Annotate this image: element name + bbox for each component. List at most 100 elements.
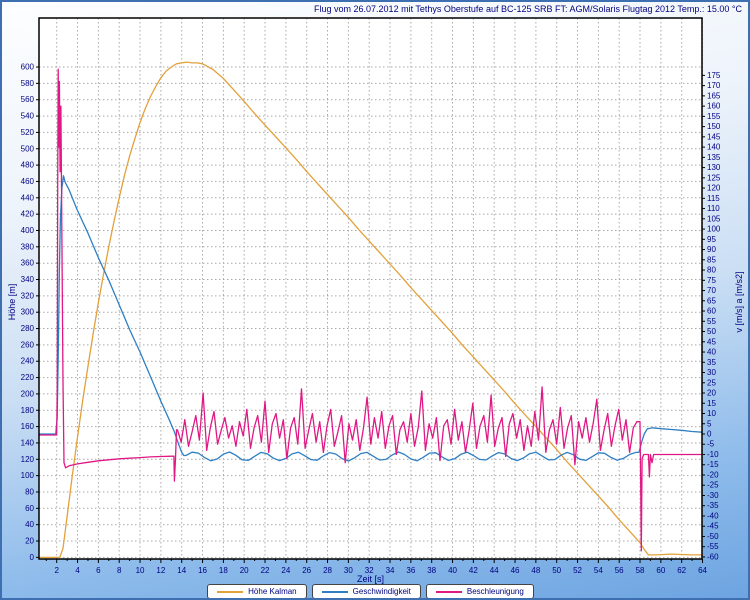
legend-swatch-geschwindigkeit bbox=[321, 590, 348, 593]
svg-text:8: 8 bbox=[117, 566, 122, 575]
svg-text:520: 520 bbox=[21, 128, 35, 137]
svg-text:10: 10 bbox=[707, 409, 716, 418]
plot-area bbox=[39, 18, 702, 559]
svg-text:0: 0 bbox=[707, 429, 712, 438]
svg-text:40: 40 bbox=[448, 566, 457, 575]
svg-text:400: 400 bbox=[21, 226, 35, 235]
svg-text:16: 16 bbox=[198, 566, 207, 575]
svg-text:300: 300 bbox=[21, 308, 35, 317]
svg-text:18: 18 bbox=[219, 566, 228, 575]
svg-text:145: 145 bbox=[707, 132, 721, 141]
svg-text:12: 12 bbox=[156, 566, 165, 575]
svg-text:30: 30 bbox=[707, 368, 716, 377]
svg-text:0: 0 bbox=[30, 553, 35, 562]
legend-item-label: Beschleunigung bbox=[466, 587, 524, 596]
svg-text:54: 54 bbox=[594, 566, 603, 575]
svg-text:-45: -45 bbox=[707, 522, 719, 531]
legend-swatch-beschleunigung bbox=[435, 590, 462, 593]
svg-text:105: 105 bbox=[707, 214, 721, 223]
svg-text:44: 44 bbox=[490, 566, 499, 575]
legend-swatch-hoehe bbox=[217, 590, 244, 593]
series-geschwindigkeit bbox=[39, 175, 702, 462]
svg-text:34: 34 bbox=[386, 566, 395, 575]
svg-text:90: 90 bbox=[707, 245, 716, 254]
svg-text:26: 26 bbox=[302, 566, 311, 575]
svg-text:20: 20 bbox=[25, 537, 34, 546]
svg-text:95: 95 bbox=[707, 235, 716, 244]
legend-item: Beschleunigung bbox=[425, 584, 534, 598]
svg-text:30: 30 bbox=[344, 566, 353, 575]
svg-text:60: 60 bbox=[707, 307, 716, 316]
svg-text:140: 140 bbox=[707, 143, 721, 152]
svg-text:120: 120 bbox=[707, 184, 721, 193]
svg-text:-10: -10 bbox=[707, 450, 719, 459]
svg-text:380: 380 bbox=[21, 242, 35, 251]
svg-text:20: 20 bbox=[240, 566, 249, 575]
svg-text:56: 56 bbox=[615, 566, 624, 575]
svg-text:170: 170 bbox=[707, 81, 721, 90]
svg-text:175: 175 bbox=[707, 71, 721, 80]
svg-text:125: 125 bbox=[707, 173, 721, 182]
legend-item-label: Höhe Kalman bbox=[248, 587, 297, 596]
svg-text:280: 280 bbox=[21, 324, 35, 333]
svg-text:340: 340 bbox=[21, 275, 35, 284]
svg-text:10: 10 bbox=[136, 566, 145, 575]
svg-text:-50: -50 bbox=[707, 532, 719, 541]
svg-text:-30: -30 bbox=[707, 491, 719, 500]
svg-text:480: 480 bbox=[21, 161, 35, 170]
svg-text:-25: -25 bbox=[707, 481, 719, 490]
svg-text:28: 28 bbox=[323, 566, 332, 575]
series-lines bbox=[39, 61, 702, 559]
svg-text:6: 6 bbox=[96, 566, 101, 575]
svg-text:14: 14 bbox=[177, 566, 186, 575]
svg-text:155: 155 bbox=[707, 112, 721, 121]
svg-text:75: 75 bbox=[707, 276, 716, 285]
svg-text:55: 55 bbox=[707, 317, 716, 326]
svg-text:45: 45 bbox=[707, 337, 716, 346]
svg-text:180: 180 bbox=[21, 406, 35, 415]
svg-text:25: 25 bbox=[707, 378, 716, 387]
chart-title: Flug vom 26.07.2012 mit Tethys Oberstufe… bbox=[314, 4, 742, 14]
svg-text:-40: -40 bbox=[707, 511, 719, 520]
series-beschleunigung bbox=[39, 68, 702, 552]
svg-text:60: 60 bbox=[656, 566, 665, 575]
svg-text:80: 80 bbox=[25, 487, 34, 496]
svg-text:60: 60 bbox=[25, 504, 34, 513]
svg-text:20: 20 bbox=[707, 389, 716, 398]
svg-text:22: 22 bbox=[261, 566, 270, 575]
svg-text:-20: -20 bbox=[707, 470, 719, 479]
svg-text:360: 360 bbox=[21, 259, 35, 268]
svg-text:460: 460 bbox=[21, 177, 35, 186]
svg-text:260: 260 bbox=[21, 340, 35, 349]
svg-text:500: 500 bbox=[21, 144, 35, 153]
x-axis-title: Zeit [s] bbox=[356, 574, 384, 584]
svg-text:120: 120 bbox=[21, 455, 35, 464]
svg-text:-55: -55 bbox=[707, 542, 719, 551]
svg-text:160: 160 bbox=[707, 102, 721, 111]
svg-text:65: 65 bbox=[707, 296, 716, 305]
y-left-axis-title: Höhe [m] bbox=[7, 283, 17, 321]
svg-text:115: 115 bbox=[707, 194, 720, 203]
series-h-he-kalman bbox=[39, 61, 702, 559]
svg-text:240: 240 bbox=[21, 357, 35, 366]
svg-text:80: 80 bbox=[707, 266, 716, 275]
legend-item-label: Geschwindigkeit bbox=[352, 587, 411, 596]
svg-text:24: 24 bbox=[281, 566, 290, 575]
svg-text:40: 40 bbox=[25, 520, 34, 529]
gridlines bbox=[39, 18, 703, 559]
svg-text:580: 580 bbox=[21, 79, 35, 88]
svg-text:110: 110 bbox=[707, 204, 720, 213]
svg-text:58: 58 bbox=[636, 566, 645, 575]
svg-text:35: 35 bbox=[707, 358, 716, 367]
y-right-axis-title: v [m/s] a [m/s2] bbox=[734, 271, 744, 333]
svg-text:48: 48 bbox=[531, 566, 540, 575]
svg-text:-60: -60 bbox=[707, 552, 719, 561]
svg-text:52: 52 bbox=[573, 566, 582, 575]
legend: Höhe Kalman Geschwindigkeit Beschleunigu… bbox=[39, 584, 702, 598]
svg-text:64: 64 bbox=[698, 566, 707, 575]
svg-text:320: 320 bbox=[21, 291, 35, 300]
svg-text:140: 140 bbox=[21, 438, 35, 447]
svg-text:540: 540 bbox=[21, 112, 35, 121]
